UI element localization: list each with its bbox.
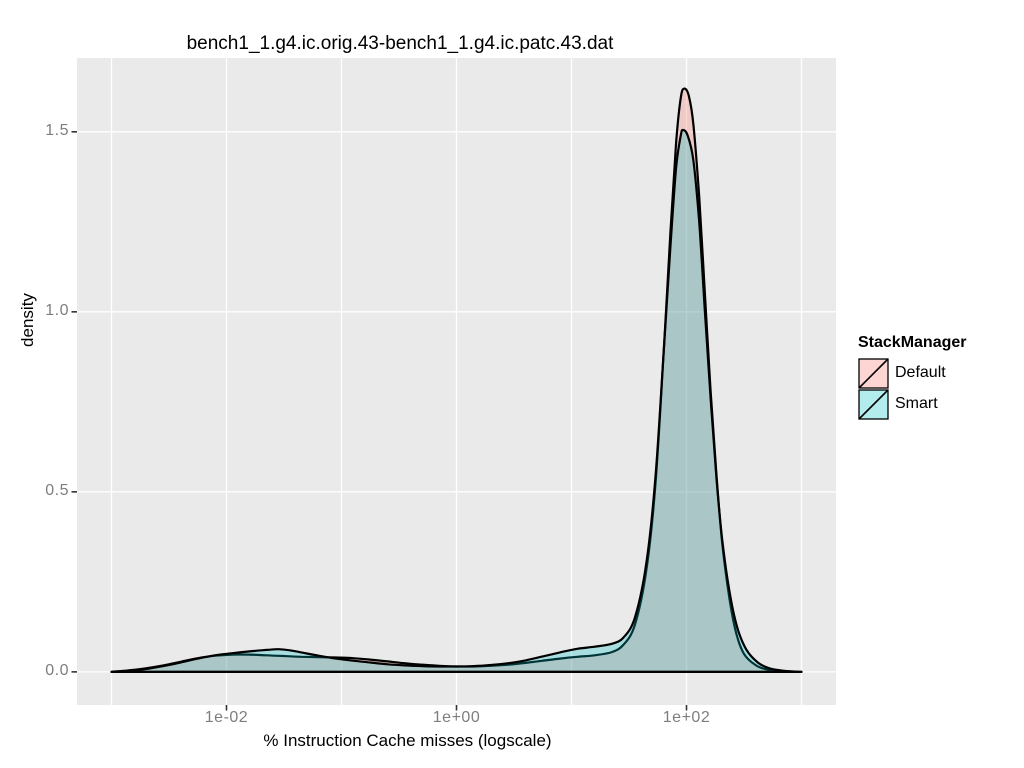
plot-title: bench1_1.g4.ic.orig.43-bench1_1.g4.ic.pa… [186,33,614,54]
y-tick-label: 1.5 [45,121,69,139]
y-tick-label: 0.0 [45,661,69,679]
legend-title: StackManager [858,334,967,351]
density-area-smart [110,128,803,673]
y-tick-label: 1.0 [45,301,69,319]
legend-swatch-default-icon [858,358,889,389]
x-axis-title: % Instruction Cache misses (logscale) [263,731,552,750]
x-tick-label: 1e+00 [432,709,481,726]
legend-swatch-smart-icon [858,389,889,420]
x-tick-label: 1e-02 [204,709,249,726]
legend-label-smart: Smart [895,395,938,412]
x-tick-label: 1e+02 [662,709,711,726]
y-axis-title: density [18,293,37,347]
legend: StackManager Default Smart [857,334,1024,420]
legend-label-default: Default [895,364,946,381]
legend-key-default: Default [857,358,1024,389]
legend-key-smart: Smart [857,389,1024,420]
y-tick-label: 0.5 [45,481,69,499]
